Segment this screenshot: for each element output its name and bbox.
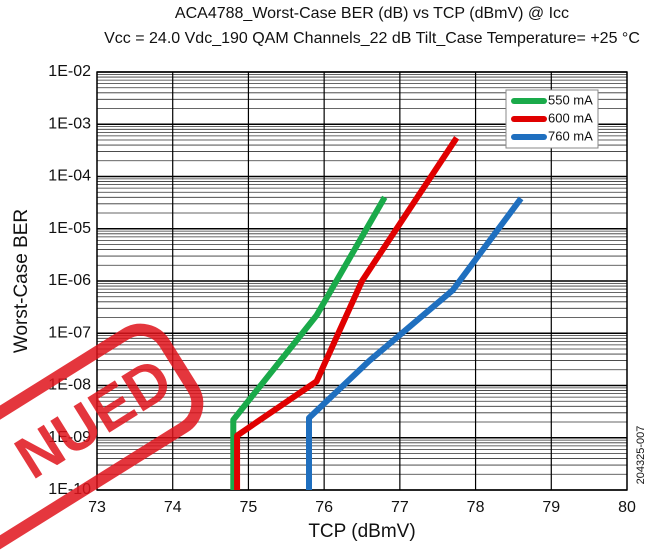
x-tick-label: 79: [542, 499, 560, 516]
x-tick-label: 74: [164, 499, 182, 516]
series-line: [309, 198, 521, 490]
legend-label: 600 mA: [548, 110, 593, 125]
stamp-text: NUED: [4, 345, 184, 492]
x-tick-label: 80: [618, 499, 636, 516]
y-tick-label: 1E-07: [48, 324, 91, 341]
chart-title: ACA4788_Worst-Case BER (dB) vs TCP (dBmV…: [175, 5, 569, 22]
figure-id: 204325-007: [635, 426, 647, 485]
chart: ACA4788_Worst-Case BER (dB) vs TCP (dBmV…: [0, 0, 655, 550]
x-axis-label: TCP (dBmV): [308, 521, 415, 542]
x-tick-label: 78: [467, 499, 485, 516]
y-tick-label: 1E-06: [48, 272, 91, 289]
x-tick-label: 75: [240, 499, 258, 516]
y-tick-label: 1E-04: [48, 168, 91, 185]
page: ACA4788_Worst-Case BER (dB) vs TCP (dBmV…: [0, 0, 655, 550]
y-axis-label: Worst-Case BER: [11, 209, 32, 353]
x-tick-label: 77: [391, 499, 409, 516]
x-tick-label: 73: [88, 499, 106, 516]
legend-label: 550 mA: [548, 92, 593, 107]
y-tick-label: 1E-03: [48, 115, 91, 132]
x-tick-label: 76: [315, 499, 333, 516]
legend-label: 760 mA: [548, 128, 593, 143]
chart-subtitle: Vcc = 24.0 Vdc_190 QAM Channels_22 dB Ti…: [104, 30, 640, 47]
y-tick-label: 1E-05: [48, 220, 91, 237]
y-tick-label: 1E-02: [48, 63, 91, 80]
